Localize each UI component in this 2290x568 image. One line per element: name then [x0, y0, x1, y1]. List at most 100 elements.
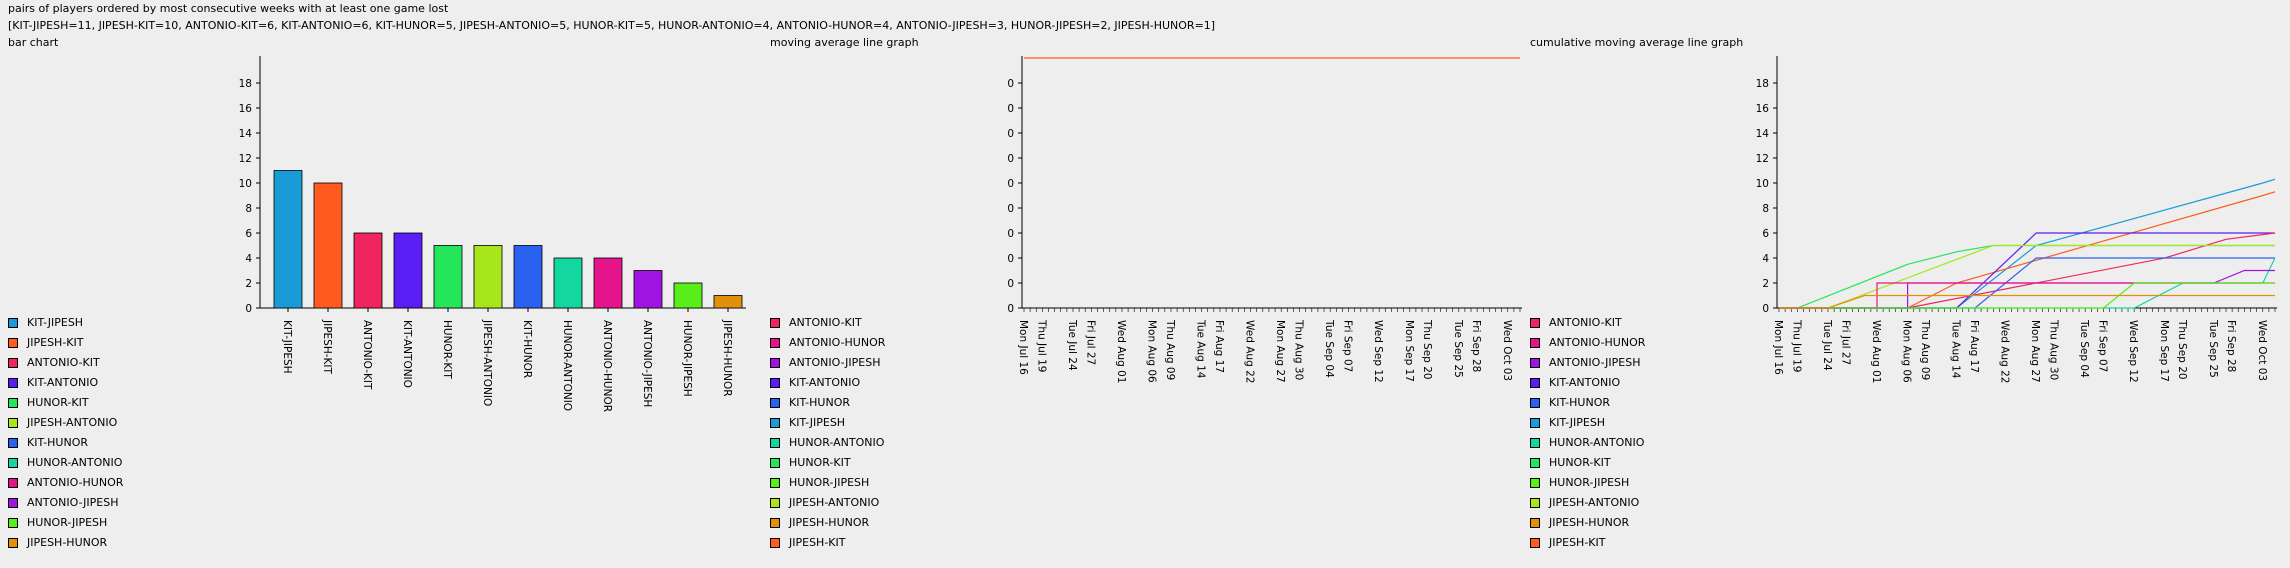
- y-tick-label: 2: [245, 278, 252, 290]
- legend-label: KIT-JIPESH: [789, 416, 846, 429]
- y-tick-label: 4: [1762, 253, 1769, 265]
- x-tick-label: KIT-JIPESH: [281, 320, 293, 374]
- bar-chart: 0 2 4 6 8 10 12 14 16 18 KIT-JIPESH JIPESH-KIT ANTON…: [239, 56, 746, 412]
- legend-swatch: [770, 498, 780, 508]
- bar-kit-antonio: [393, 232, 423, 309]
- x-tick-label: Mon Sep 17: [2158, 320, 2170, 382]
- legend-label: JIPESH-HUNOR: [1549, 516, 1630, 529]
- legend-label: JIPESH-ANTONIO: [1549, 496, 1640, 509]
- x-tick-label: HUNOR-ANTONIO: [561, 320, 573, 411]
- legend-swatch: [8, 498, 18, 508]
- legend-swatch: [8, 438, 18, 448]
- x-tick-label: Wed Sep 12: [2127, 320, 2139, 383]
- legend-label: ANTONIO-KIT: [1549, 316, 1622, 329]
- legend-item-antonio-hunor: ANTONIO-HUNOR: [1530, 333, 1645, 353]
- legend-swatch: [1530, 358, 1540, 368]
- series-line-antonio-kit: [1779, 232, 2276, 309]
- legend-label: JIPESH-KIT: [789, 536, 846, 549]
- y-tick-label: 6: [245, 228, 252, 240]
- legend-swatch: [770, 478, 780, 488]
- y-tick-label: 10: [1756, 178, 1769, 190]
- legend-swatch: [1530, 518, 1540, 528]
- legend-swatch: [8, 378, 18, 388]
- x-tick-label: KIT-ANTONIO: [401, 320, 413, 388]
- series-line-jipesh-hunor: [1779, 294, 2275, 309]
- legend-label: KIT-JIPESH: [27, 316, 84, 329]
- x-tick-label: Fri Sep 28: [1470, 320, 1482, 372]
- legend-item-kit-hunor: KIT-HUNOR: [8, 433, 123, 453]
- legend-item-kit-antonio: KIT-ANTONIO: [1530, 373, 1645, 393]
- legend-label: ANTONIO-HUNOR: [1549, 336, 1646, 349]
- bar-antonio-hunor: [593, 257, 623, 309]
- y-tick-label: 12: [239, 153, 252, 165]
- y-tick-label: 14: [239, 128, 253, 140]
- x-tick-label: Fri Sep 07: [2097, 320, 2109, 372]
- legend-swatch: [770, 398, 780, 408]
- legend-item-antonio-kit: ANTONIO-KIT: [770, 313, 885, 333]
- legend-label: HUNOR-JIPESH: [1549, 476, 1630, 489]
- y-tick-label: 0: [1007, 303, 1014, 315]
- legend-item-antonio-kit: ANTONIO-KIT: [8, 353, 123, 373]
- y-tick-label: 0: [1007, 253, 1014, 265]
- bar-chart-legend: KIT-JIPESH JIPESH-KIT ANTONIO-KIT KIT-ANTON…: [8, 313, 123, 553]
- legend-swatch: [8, 358, 18, 368]
- bar-hunor-kit: [433, 245, 463, 309]
- legend-label: JIPESH-KIT: [1549, 536, 1606, 549]
- legend-swatch: [770, 358, 780, 368]
- x-tick-label: Mon Aug 06: [1901, 320, 1913, 383]
- y-tick-label: 0: [1007, 278, 1014, 290]
- legend-item-antonio-hunor: ANTONIO-HUNOR: [8, 473, 123, 493]
- legend-label: HUNOR-JIPESH: [789, 476, 870, 489]
- bar-kit-hunor: [513, 245, 543, 309]
- legend-item-hunor-kit: HUNOR-KIT: [1530, 453, 1645, 473]
- series-line-jipesh-kit: [1779, 191, 2276, 309]
- legend-swatch: [1530, 538, 1540, 548]
- legend-item-jipesh-antonio: JIPESH-ANTONIO: [1530, 493, 1645, 513]
- legend-swatch: [8, 418, 18, 428]
- x-tick-label: Tue Jul 24: [1821, 319, 1833, 371]
- y-tick-label: 16: [1756, 103, 1770, 115]
- legend-item-antonio-jipesh: ANTONIO-JIPESH: [1530, 353, 1645, 373]
- series-line-kit-jipesh: [1779, 178, 2276, 309]
- legend-item-hunor-jipesh: HUNOR-JIPESH: [1530, 473, 1645, 493]
- x-tick-label: Fri Sep 07: [1342, 320, 1354, 372]
- y-tick-label: 0: [1007, 103, 1014, 115]
- y-tick-label: 6: [1762, 228, 1769, 240]
- legend-item-jipesh-hunor: JIPESH-HUNOR: [8, 533, 123, 553]
- y-tick-label: 18: [1756, 78, 1769, 90]
- x-tick-label: Mon Sep 17: [1403, 320, 1415, 382]
- legend-label: HUNOR-ANTONIO: [789, 436, 885, 449]
- legend-item-hunor-antonio: HUNOR-ANTONIO: [8, 453, 123, 473]
- legend-label: JIPESH-HUNOR: [789, 516, 870, 529]
- legend-swatch: [770, 318, 780, 328]
- x-tick-label: Tue Sep 04: [2078, 319, 2090, 378]
- legend-item-antonio-kit: ANTONIO-KIT: [1530, 313, 1645, 333]
- x-tick-label: Thu Aug 09: [1919, 319, 1931, 380]
- x-tick-label: Thu Jul 19: [1035, 319, 1047, 372]
- y-tick-label: 4: [245, 253, 252, 265]
- legend-swatch: [8, 538, 18, 548]
- legend-swatch: [1530, 318, 1540, 328]
- bar-chart-title: bar chart: [8, 36, 59, 49]
- legend-swatch: [8, 458, 18, 468]
- x-tick-label: Tue Jul 24: [1066, 319, 1078, 371]
- legend-label: JIPESH-ANTONIO: [789, 496, 880, 509]
- legend-swatch: [1530, 338, 1540, 348]
- legend-item-kit-hunor: KIT-HUNOR: [1530, 393, 1645, 413]
- y-tick-label: 14: [1756, 128, 1770, 140]
- legend-label: ANTONIO-KIT: [27, 356, 100, 369]
- legend-label: HUNOR-KIT: [1549, 456, 1611, 469]
- legend-label: KIT-ANTONIO: [1549, 376, 1621, 389]
- x-tick-label: Mon Aug 27: [1274, 320, 1286, 383]
- legend-item-hunor-kit: HUNOR-KIT: [770, 453, 885, 473]
- legend-label: HUNOR-KIT: [789, 456, 851, 469]
- legend-label: KIT-ANTONIO: [27, 376, 99, 389]
- x-tick-label: Fri Aug 17: [1213, 320, 1225, 373]
- legend-swatch: [770, 458, 780, 468]
- legend-label: ANTONIO-JIPESH: [27, 496, 119, 509]
- legend-label: JIPESH-ANTONIO: [27, 416, 118, 429]
- y-tick-label: 8: [1762, 203, 1769, 215]
- x-tick-label: Wed Oct 03: [1501, 320, 1513, 381]
- legend-swatch: [8, 318, 18, 328]
- cumulative-average-chart: 0 2 4 6 8 10 12 14 16 18 Mon Jul 16 Thu Jul 19 Tue J…: [1756, 56, 2277, 383]
